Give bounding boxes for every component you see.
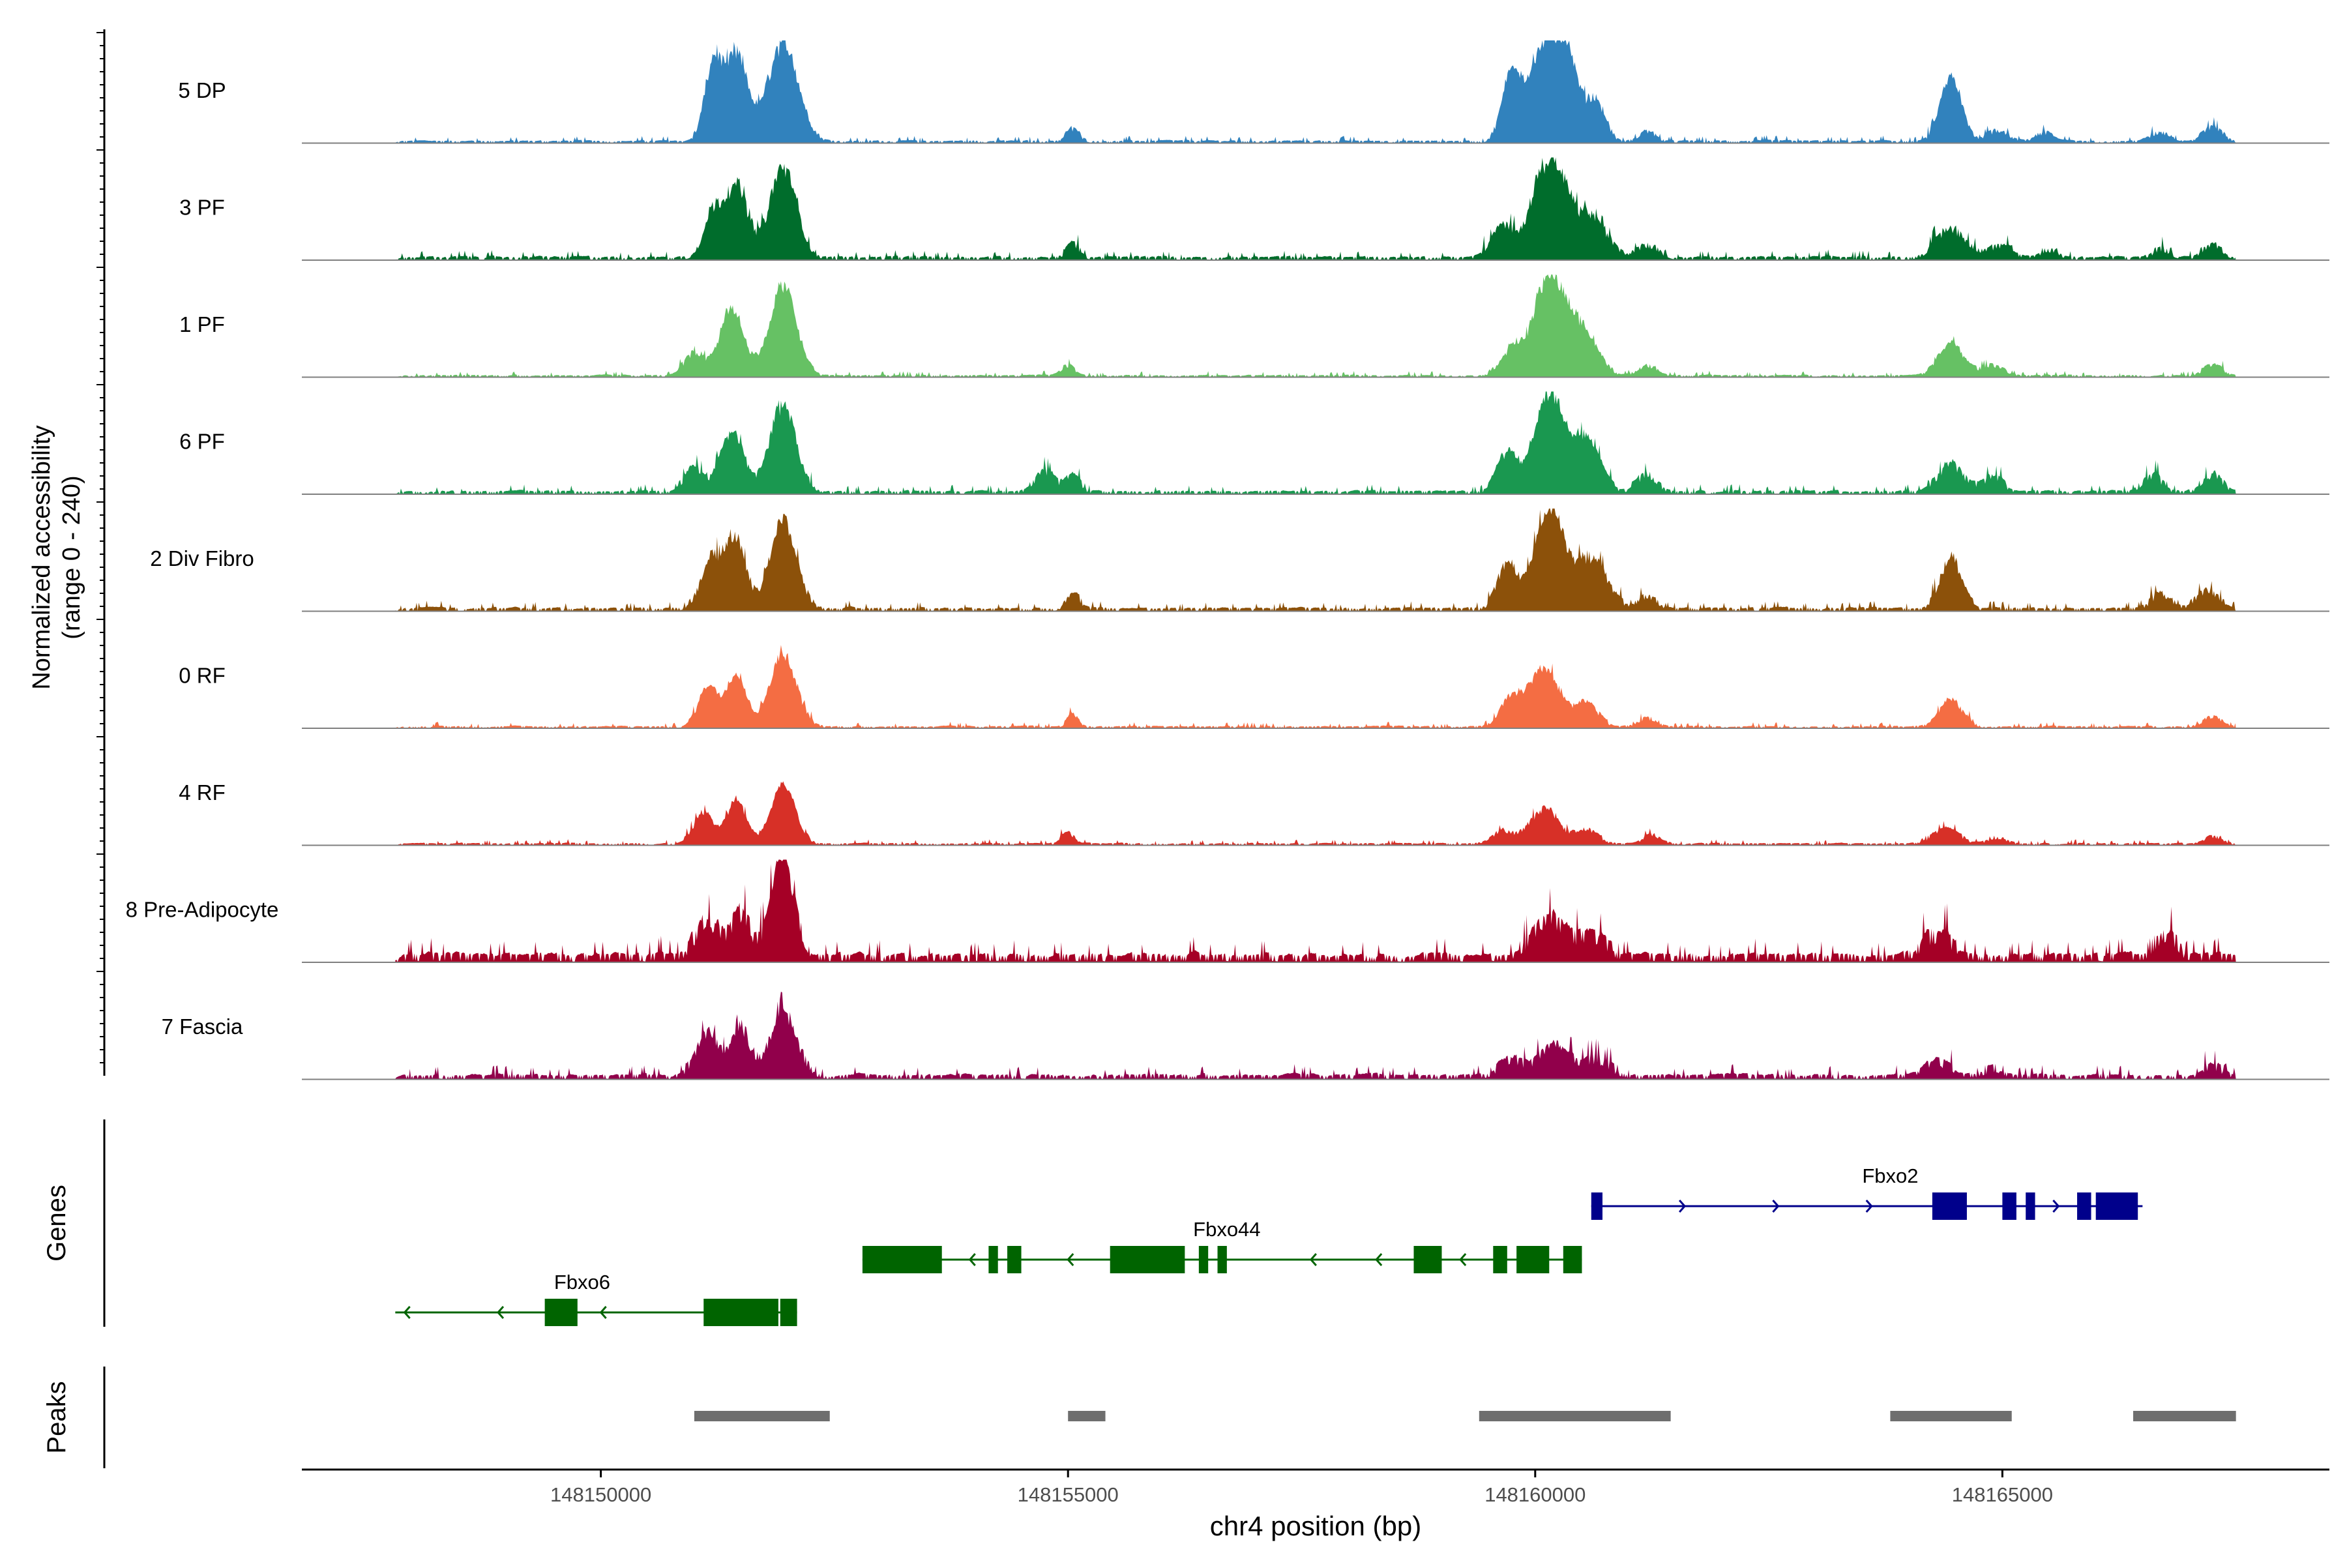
coverage-area	[395, 509, 2236, 612]
x-tick-label: 148155000	[1018, 1483, 1119, 1506]
exon	[1591, 1192, 1602, 1220]
track-label: 5 DP	[178, 78, 226, 102]
strand-arrow	[496, 1306, 505, 1319]
exon	[1932, 1192, 1967, 1220]
peak-bar	[1479, 1411, 1671, 1421]
strand-arrow	[968, 1253, 976, 1266]
track-labels: 5 DP 3 PF 1 PF 6 PF 2 Div Fibro 0 RF 4 RF 8 Pre…	[126, 78, 279, 1039]
gene-label: Fbxo2	[1862, 1164, 1918, 1187]
exon	[2095, 1192, 2138, 1220]
strand-arrow	[1772, 1200, 1780, 1213]
exon	[1493, 1246, 1507, 1273]
exon	[1413, 1246, 1442, 1273]
exon	[2077, 1192, 2091, 1220]
coverage-area	[395, 391, 2236, 494]
peak-bar	[694, 1411, 830, 1421]
gene-label: Fbxo44	[1193, 1218, 1260, 1241]
coverage-area	[395, 157, 2236, 260]
coverage-area	[395, 781, 2236, 846]
strand-arrow	[1459, 1253, 1467, 1266]
exon	[2026, 1192, 2035, 1220]
genes-axis-title: Genes	[42, 1185, 71, 1262]
gene-label: Fbxo6	[554, 1271, 610, 1294]
exon	[2002, 1192, 2016, 1220]
strand-arrow	[1678, 1200, 1687, 1213]
exon	[862, 1246, 942, 1273]
strand-arrow	[1309, 1253, 1317, 1266]
exon	[1198, 1246, 1209, 1273]
exon	[988, 1246, 998, 1273]
x-axis-title: chr4 position (bp)	[1210, 1511, 1422, 1541]
strand-arrow	[403, 1306, 411, 1319]
y-axis-title-line2: (range 0 - 240)	[58, 475, 85, 639]
y-axis	[96, 29, 106, 1076]
strand-arrow	[1067, 1253, 1074, 1266]
track-label: 6 PF	[179, 430, 225, 454]
track-label: 1 PF	[179, 312, 225, 336]
peak-bar	[1068, 1411, 1106, 1421]
peak-bar	[1890, 1411, 2012, 1421]
coverage-area	[395, 992, 2236, 1080]
peak-bar	[2133, 1411, 2236, 1421]
track-label: 0 RF	[179, 664, 226, 688]
exon	[1516, 1246, 1550, 1273]
x-axis-ticks: 148150000 148155000 148160000 148165000	[550, 1470, 2053, 1506]
strand-arrow	[2052, 1200, 2060, 1213]
exon	[1563, 1246, 1582, 1273]
exon	[1007, 1246, 1022, 1273]
exon	[703, 1299, 778, 1326]
exon	[544, 1299, 578, 1326]
y-axis-title-line1: Normalized accessibility	[28, 425, 55, 689]
coverage-area	[395, 645, 2236, 728]
x-tick-label: 148150000	[550, 1483, 651, 1506]
exon	[780, 1299, 797, 1326]
strand-arrow	[1865, 1200, 1873, 1213]
exon	[1217, 1246, 1227, 1273]
coverage-tracks	[302, 40, 2329, 1080]
x-tick-label: 148165000	[1952, 1483, 2053, 1506]
peak-regions	[694, 1411, 2236, 1421]
gene-annotations: Fbxo2 Fbxo44 Fbxo6	[395, 1164, 2143, 1326]
track-label: 3 PF	[179, 196, 225, 220]
peaks-axis-title: Peaks	[42, 1381, 71, 1453]
coverage-area	[395, 859, 2236, 962]
track-label: 4 RF	[179, 780, 226, 805]
track-label: 7 Fascia	[162, 1014, 243, 1039]
coverage-area	[395, 274, 2236, 377]
coverage-area	[395, 40, 2236, 143]
strand-arrow	[1375, 1253, 1383, 1266]
strand-arrow	[599, 1306, 607, 1319]
exon	[1110, 1246, 1185, 1273]
track-label: 8 Pre-Adipocyte	[126, 898, 279, 922]
x-tick-label: 148160000	[1484, 1483, 1586, 1506]
track-label: 2 Div Fibro	[150, 546, 254, 570]
